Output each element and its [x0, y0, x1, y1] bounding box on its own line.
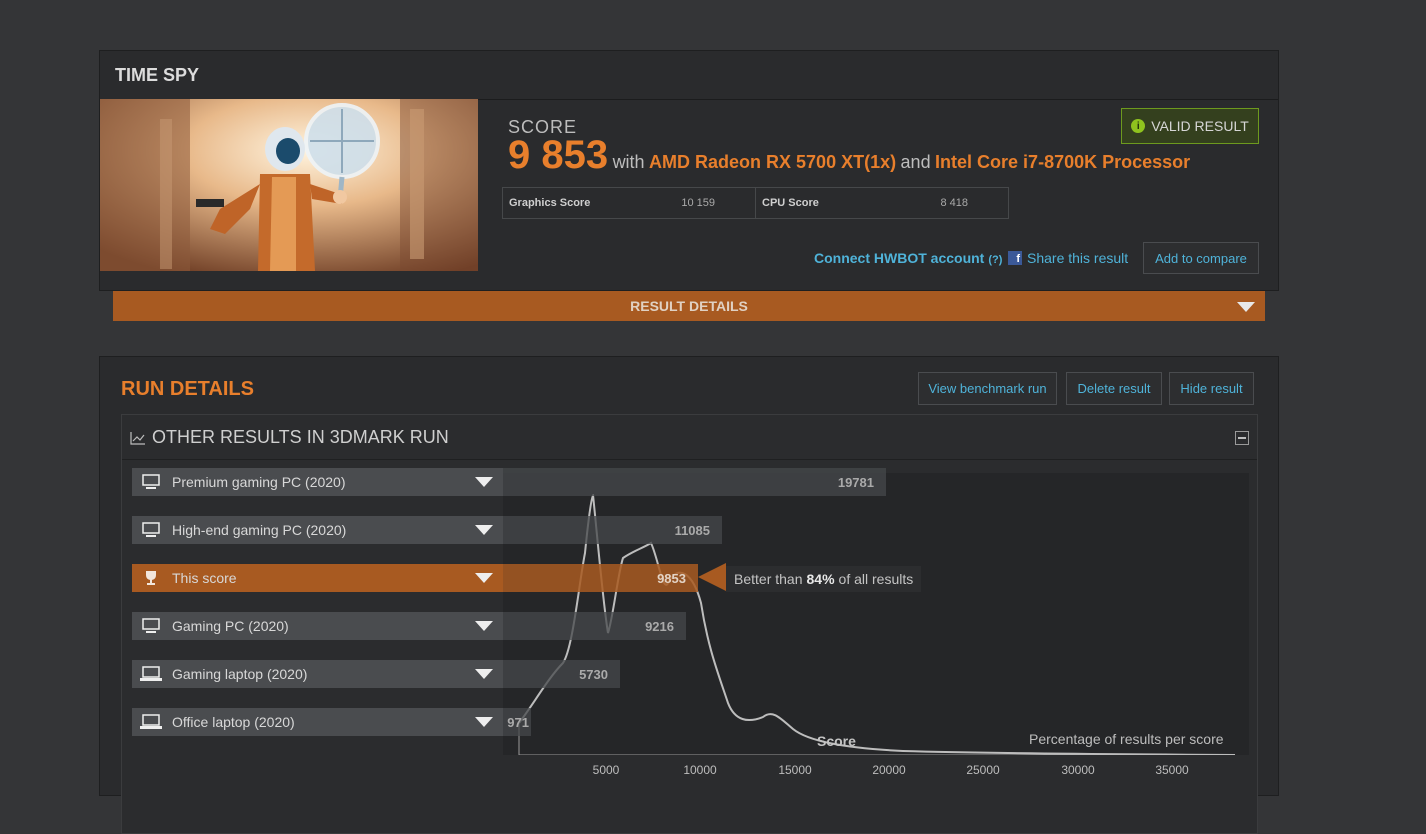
x-tick-label: 5000 [592, 763, 620, 777]
row-label-text: Gaming laptop (2020) [172, 666, 308, 682]
result-details-toggle[interactable]: RESULT DETAILS [113, 291, 1265, 321]
chevron-down-icon[interactable] [475, 669, 493, 679]
hwbot-link-label: Connect HWBOT account [814, 250, 985, 266]
delete-result-button[interactable]: Delete result [1066, 372, 1162, 405]
trophy-icon [140, 570, 162, 586]
gpu-name: AMD Radeon RX 5700 XT(1x) [649, 152, 897, 172]
row-label[interactable]: Premium gaming PC (2020) [132, 468, 503, 496]
row-label-text: High-end gaming PC (2020) [172, 522, 347, 538]
row-label-text: Office laptop (2020) [172, 714, 295, 730]
row-label[interactable]: Gaming PC (2020) [132, 612, 503, 640]
result-details-label: RESULT DETAILS [630, 298, 748, 314]
info-icon: i [1131, 119, 1146, 133]
score-line: 9 853 with AMD Radeon RX 5700 XT(1x) and… [508, 133, 1190, 178]
valid-result-badge[interactable]: i VALID RESULT [1121, 108, 1259, 144]
section-divider [122, 459, 1257, 460]
line-chart-icon [130, 432, 145, 445]
chevron-down-icon[interactable] [475, 573, 493, 583]
desktop-icon [140, 474, 162, 490]
chevron-down-icon [1237, 302, 1255, 312]
better-than-callout: Better than 84% of all results [726, 566, 922, 592]
chevron-down-icon[interactable] [475, 477, 493, 487]
graphics-score-value: 10 159 [681, 197, 715, 209]
share-label: Share this result [1027, 250, 1129, 266]
row-score-bar: 19781 [503, 468, 886, 496]
connect-hwbot-link[interactable]: Connect HWBOT account (?) [814, 250, 1002, 266]
x-tick-label: 20000 [872, 763, 906, 777]
view-benchmark-run-button[interactable]: View benchmark run [918, 372, 1057, 405]
laptop-icon [140, 666, 162, 682]
benchmark-title: TIME SPY [115, 65, 200, 85]
result-panel: TIME SPY [99, 50, 1279, 291]
and-text: and [900, 152, 931, 172]
chevron-down-icon[interactable] [475, 621, 493, 631]
this-score-pointer [698, 563, 726, 591]
cpu-score-value: 8 418 [940, 197, 968, 209]
share-result-link[interactable]: f Share this result [1008, 250, 1128, 266]
score-axis-label: Score [817, 733, 856, 749]
score-value: 9 853 [508, 133, 609, 177]
other-results-title: OTHER RESULTS IN 3DMARK RUN [152, 427, 449, 447]
row-label[interactable]: Office laptop (2020) [132, 708, 503, 736]
x-tick-label: 15000 [778, 763, 812, 777]
better-prefix: Better than [734, 571, 803, 587]
x-tick-label: 35000 [1155, 763, 1189, 777]
chevron-down-icon[interactable] [475, 717, 493, 727]
desktop-icon [140, 522, 162, 538]
row-score-bar: 11085 [503, 516, 722, 544]
row-label[interactable]: This score [132, 564, 503, 592]
facebook-icon: f [1008, 251, 1022, 265]
with-text: with [612, 152, 645, 172]
row-label-text: This score [172, 570, 237, 586]
cpu-name: Intel Core i7-8700K Processor [935, 152, 1191, 172]
row-label[interactable]: High-end gaming PC (2020) [132, 516, 503, 544]
x-tick-label: 30000 [1061, 763, 1095, 777]
row-label[interactable]: Gaming laptop (2020) [132, 660, 503, 688]
help-link[interactable]: (?) [988, 254, 1003, 266]
x-tick-label: 10000 [683, 763, 717, 777]
valid-result-label: VALID RESULT [1151, 118, 1249, 134]
cpu-score-label: CPU Score [762, 197, 819, 209]
subscore-table: Graphics Score 10 159 CPU Score 8 418 [502, 187, 1009, 219]
row-score-bar: 971 [503, 708, 531, 736]
better-suffix: of all results [838, 571, 914, 587]
row-label-text: Premium gaming PC (2020) [172, 474, 346, 490]
row-score-bar: 9853 [503, 564, 698, 592]
laptop-icon [140, 714, 162, 730]
add-to-compare-button[interactable]: Add to compare [1143, 242, 1259, 274]
desktop-icon [140, 618, 162, 634]
score-label: SCORE [508, 117, 578, 137]
graphics-score-label: Graphics Score [509, 197, 591, 209]
row-score-bar: 9216 [503, 612, 686, 640]
cpu-score-cell: CPU Score 8 418 [756, 188, 1008, 218]
benchmark-artwork [100, 99, 478, 271]
row-score-bar: 5730 [503, 660, 620, 688]
better-percentage: 84% [806, 571, 835, 587]
run-details-title: RUN DETAILS [121, 378, 254, 400]
row-label-text: Gaming PC (2020) [172, 618, 289, 634]
collapse-icon[interactable] [1235, 431, 1249, 445]
hide-result-button[interactable]: Hide result [1169, 372, 1254, 405]
graphics-score-cell: Graphics Score 10 159 [503, 188, 756, 218]
title-divider [100, 99, 1278, 100]
x-tick-label: 25000 [966, 763, 1000, 777]
chevron-down-icon[interactable] [475, 525, 493, 535]
percentage-axis-label: Percentage of results per score [1029, 731, 1224, 747]
